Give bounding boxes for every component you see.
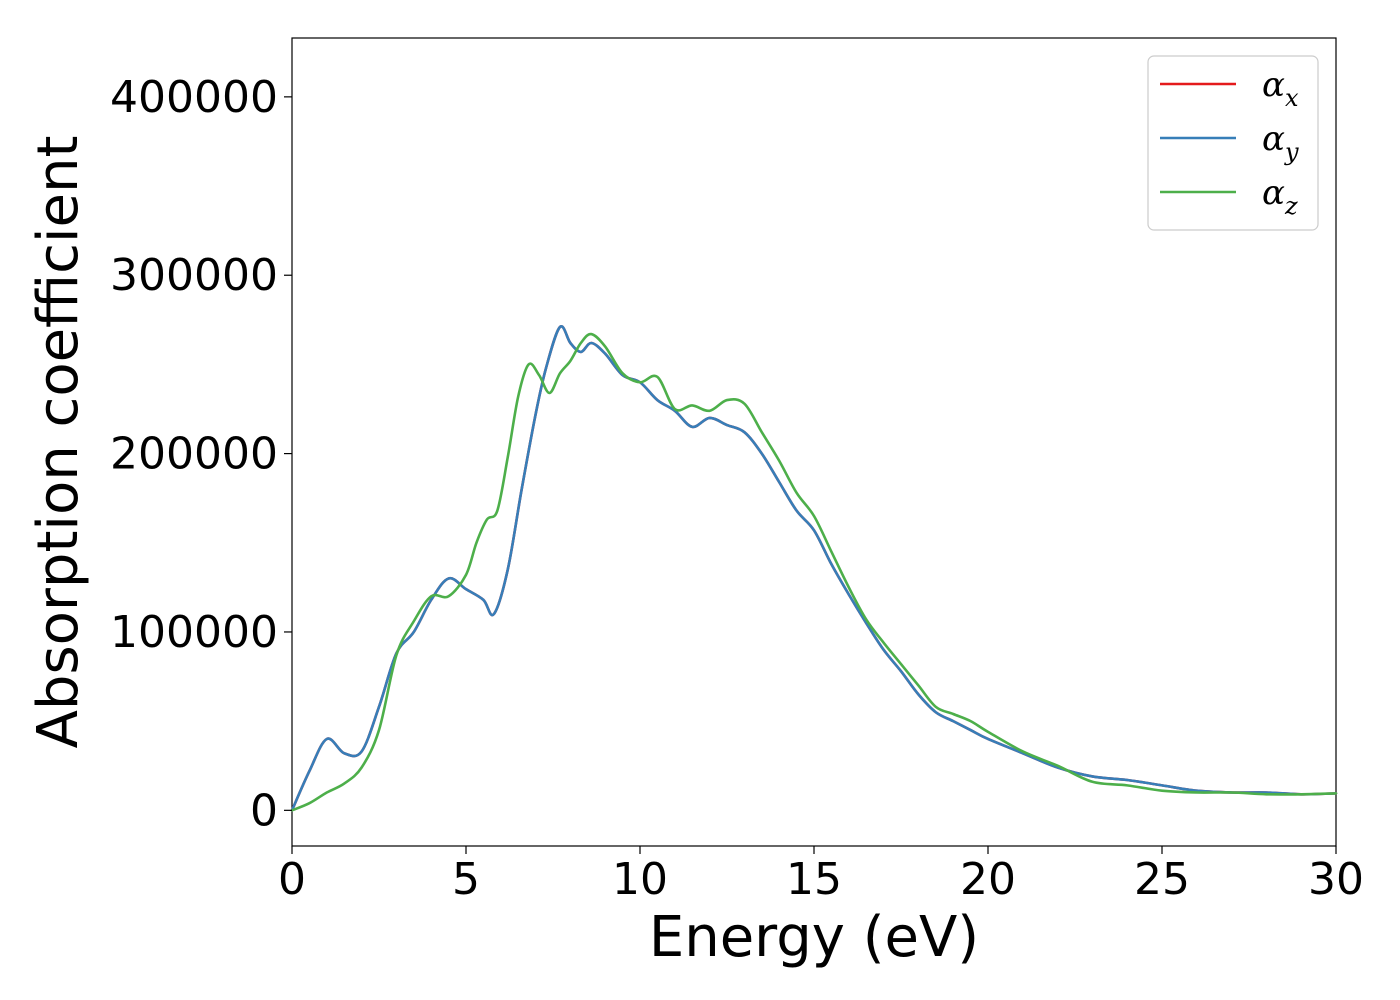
- legend-symbol: α: [1262, 65, 1285, 105]
- legend-subscript: z: [1284, 192, 1298, 220]
- x-tick-label: 25: [1134, 854, 1190, 905]
- legend-subscript: x: [1285, 84, 1299, 112]
- y-tick-label: 0: [250, 785, 278, 836]
- x-tick-label: 20: [960, 854, 1016, 905]
- series-line-alpha-z: [290, 332, 1338, 812]
- x-axis-label: Energy (eV): [649, 905, 979, 970]
- y-axis-label: Absorption coefficient: [26, 136, 91, 749]
- x-tick-label: 15: [786, 854, 842, 905]
- x-tick-label: 0: [278, 854, 306, 905]
- legend-label-alpha-z: αz: [1262, 173, 1298, 220]
- legend-symbol: α: [1262, 173, 1285, 213]
- legend-label-alpha-y: αy: [1262, 119, 1299, 166]
- x-axis-ticks: 0 5 10 15 20 25 30: [278, 846, 1364, 905]
- series-line-alpha-y: [290, 324, 1338, 812]
- legend-box: [1147, 55, 1319, 231]
- y-axis-ticks: 0 100000 200000 300000 400000: [110, 72, 292, 836]
- legend-label-alpha-x: αx: [1262, 65, 1299, 112]
- x-tick-label: 5: [452, 854, 480, 905]
- x-tick-label: 30: [1308, 854, 1364, 905]
- y-tick-label: 100000: [110, 607, 278, 658]
- legend-symbol: α: [1262, 119, 1285, 159]
- series-layer: [290, 324, 1338, 812]
- x-tick-label: 10: [612, 854, 668, 905]
- y-tick-label: 200000: [110, 429, 278, 480]
- legend-subscript: y: [1284, 138, 1299, 166]
- y-tick-label: 300000: [110, 250, 278, 301]
- y-tick-label: 400000: [110, 72, 278, 123]
